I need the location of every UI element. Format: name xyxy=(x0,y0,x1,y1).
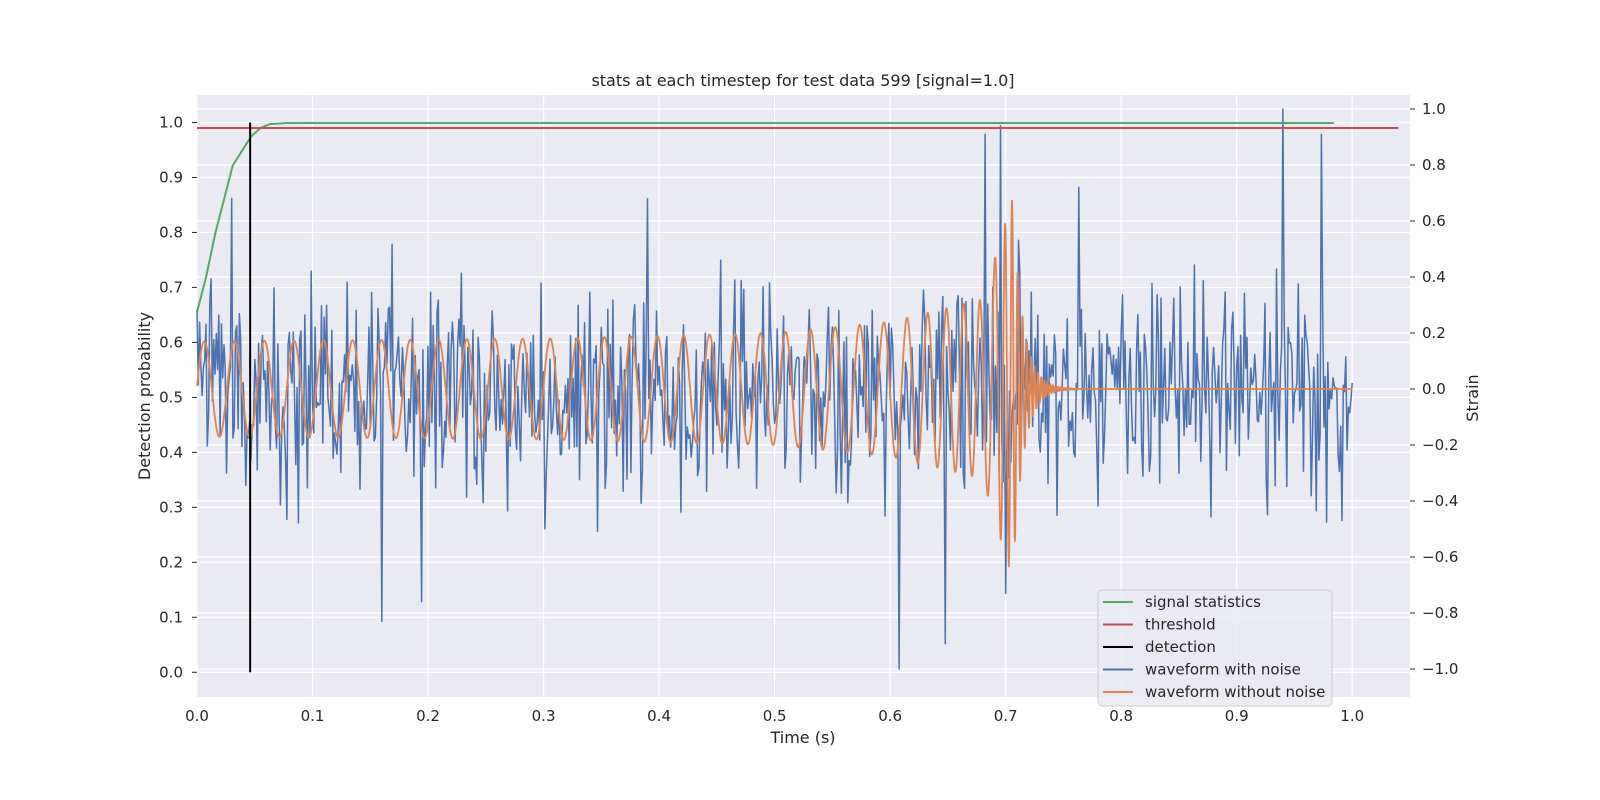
y-tick-label: 0.1 xyxy=(159,608,183,626)
y-tick-label: 0.6 xyxy=(159,333,183,351)
y-axis-label: Detection probability xyxy=(135,312,154,480)
y-tick-label: 0.0 xyxy=(159,663,183,681)
series-signal-statistics xyxy=(196,122,1334,313)
x-tick-label: 0.6 xyxy=(878,707,902,725)
y-tick-label: 0.7 xyxy=(159,278,183,296)
y-tick-label: 0.4 xyxy=(159,443,183,461)
x-tick-label: 0.9 xyxy=(1225,707,1249,725)
x-tick-label: 0.8 xyxy=(1109,707,1133,725)
series-waveform-with-noise xyxy=(196,108,1353,670)
legend-box xyxy=(1097,589,1333,707)
series-layer xyxy=(196,108,1399,673)
x-tick-label: 0.1 xyxy=(301,707,325,725)
x-tick-label: 1.0 xyxy=(1340,707,1364,725)
y-tick-label: 0.8 xyxy=(159,223,183,241)
x-axis-label: Time (s) xyxy=(769,728,835,747)
axes-layer: 0.0 0.1 0.2 0.3 0.4 0.5 0.6 0.7 0.8 0.9 1.0 0.0 0.1 0… xyxy=(159,100,1458,725)
y2-tick-label: −0.4 xyxy=(1422,492,1458,510)
y-tick-label: 0.5 xyxy=(159,388,183,406)
legend-label: waveform with noise xyxy=(1145,661,1301,679)
legend-label: detection xyxy=(1145,638,1216,656)
legend-label: signal statistics xyxy=(1145,593,1261,611)
series-waveform-without-noise xyxy=(196,199,1353,568)
y2-tick-label: 0.4 xyxy=(1422,268,1446,286)
legend-label: threshold xyxy=(1145,616,1216,634)
y2-tick-label: −1.0 xyxy=(1422,660,1458,678)
legend-label: waveform without noise xyxy=(1145,683,1325,701)
y2-tick-label: −0.2 xyxy=(1422,436,1458,454)
x-tick-label: 0.7 xyxy=(994,707,1018,725)
y2-tick-label: 0.0 xyxy=(1422,380,1446,398)
y2-tick-label: 0.6 xyxy=(1422,212,1446,230)
chart-title: stats at each timestep for test data 599… xyxy=(591,71,1014,90)
y2-tick-label: 0.8 xyxy=(1422,156,1446,174)
legend: signal statistics threshold detection wavef… xyxy=(1097,589,1333,707)
y-tick-label: 0.9 xyxy=(159,168,183,186)
y-tick-label: 1.0 xyxy=(159,113,183,131)
y-tick-label: 0.2 xyxy=(159,553,183,571)
x-tick-label: 0.0 xyxy=(185,707,209,725)
y2-tick-label: 1.0 xyxy=(1422,100,1446,118)
y2-axis-label: Strain xyxy=(1463,374,1482,421)
y2-tick-label: −0.8 xyxy=(1422,604,1458,622)
y2-tick-label: −0.6 xyxy=(1422,548,1458,566)
x-tick-label: 0.2 xyxy=(416,707,440,725)
x-tick-label: 0.3 xyxy=(532,707,556,725)
x-tick-label: 0.4 xyxy=(647,707,671,725)
x-tick-label: 0.5 xyxy=(763,707,787,725)
y2-tick-label: 0.2 xyxy=(1422,324,1446,342)
y-tick-label: 0.3 xyxy=(159,498,183,516)
